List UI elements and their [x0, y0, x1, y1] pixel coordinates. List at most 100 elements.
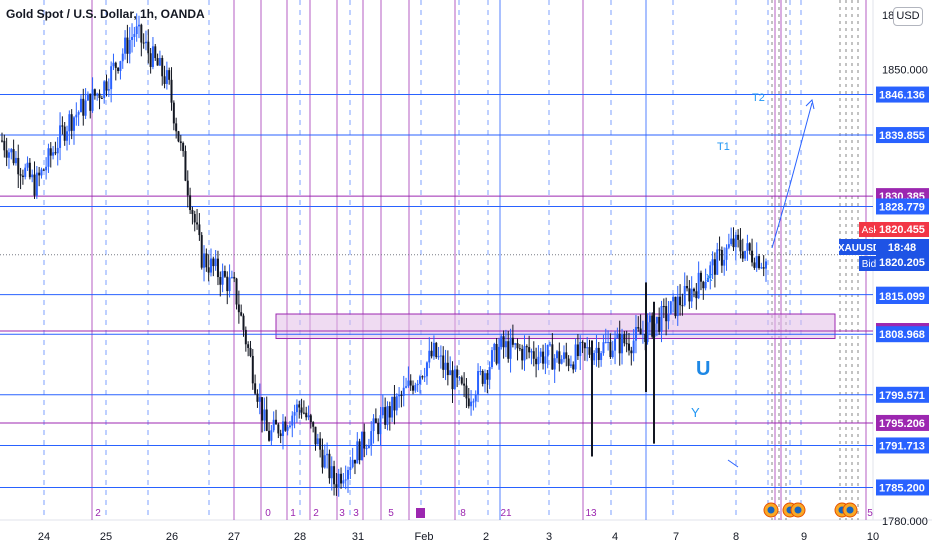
candle-body	[655, 316, 658, 324]
candle-body	[556, 351, 559, 359]
candle-body	[347, 470, 350, 480]
candle-body	[451, 370, 454, 390]
candle-body	[312, 422, 315, 427]
candle-body	[616, 333, 619, 338]
candle-body	[621, 334, 624, 354]
level-label: 1785.200	[879, 482, 925, 494]
candle-body	[453, 369, 456, 390]
candle-body	[704, 281, 707, 289]
arrow-head-icon	[805, 99, 815, 110]
candle-body	[658, 316, 661, 332]
candle-body	[193, 214, 196, 223]
time-tick: 7	[673, 531, 679, 543]
candle-body	[272, 419, 275, 431]
event-flag-center	[846, 506, 854, 514]
candle-body	[542, 351, 545, 364]
candle-body	[321, 449, 324, 468]
supply-zone	[275, 313, 836, 340]
candle-body	[460, 377, 463, 384]
candle-body	[124, 37, 127, 54]
candle-body	[216, 258, 219, 278]
time-tick: 31	[352, 531, 364, 543]
candle-body	[288, 425, 291, 428]
time-tick: 9	[801, 531, 807, 543]
candle-body	[333, 466, 336, 485]
candle-body	[66, 131, 69, 141]
level-label: 1795.206	[879, 418, 925, 430]
candle-body	[718, 249, 721, 251]
time-tick: 8	[733, 531, 739, 543]
candle-body	[625, 343, 628, 345]
zone-value-bg	[876, 289, 929, 304]
candle-body	[507, 341, 510, 359]
candle-body	[98, 93, 101, 98]
price-tick-partial: 18	[882, 10, 894, 22]
candle-body	[82, 98, 85, 116]
candle-body	[112, 62, 115, 67]
candle-body	[732, 238, 735, 248]
candle-body	[31, 174, 34, 178]
time-tick: 10	[867, 531, 879, 543]
candle-body	[251, 355, 254, 384]
candle-body	[586, 347, 589, 349]
ask-label: Ask	[862, 225, 880, 236]
candle-body	[706, 277, 709, 282]
time-tick: 25	[100, 531, 112, 543]
candle-body	[128, 39, 131, 54]
candle-body	[634, 327, 637, 341]
candle-body	[511, 337, 514, 345]
candle-body	[560, 359, 563, 364]
candle-body	[212, 258, 215, 267]
candle-body	[17, 157, 20, 175]
candle-body	[391, 396, 394, 418]
candle-body	[398, 394, 401, 397]
candle-body	[45, 166, 48, 171]
candle-body	[474, 394, 477, 402]
candle-body	[669, 301, 672, 315]
candle-body	[439, 355, 442, 357]
candle-body	[497, 346, 500, 364]
candle-body	[386, 406, 389, 425]
candle-body	[323, 455, 326, 468]
candle-body	[205, 253, 208, 268]
candle-body	[449, 370, 452, 376]
session-marker: 1	[290, 508, 296, 519]
candle-body	[279, 433, 282, 437]
candle-body	[158, 57, 161, 66]
symbol-label: XAUUSD	[838, 243, 880, 254]
candle-body	[49, 148, 52, 156]
candle-body	[384, 407, 387, 425]
candle-body	[744, 250, 747, 259]
candle-body	[688, 288, 691, 302]
candle-body	[119, 61, 122, 71]
currency-button[interactable]: USD	[893, 7, 923, 26]
candle-body	[263, 409, 266, 421]
candle-body	[286, 427, 289, 431]
candle-body	[107, 89, 110, 91]
candle-body	[546, 344, 549, 357]
candle-body	[307, 415, 310, 418]
event-flag-center	[767, 506, 775, 514]
candle-body	[330, 466, 333, 479]
level-label: 1839.855	[879, 130, 925, 142]
candle-body	[381, 407, 384, 416]
candle-body	[240, 312, 243, 316]
candle-body	[28, 162, 31, 178]
candle-body	[209, 258, 212, 273]
candle-body	[367, 445, 370, 449]
candle-body	[56, 147, 59, 154]
session-marker: 0	[265, 508, 271, 519]
symbol-tag	[839, 239, 879, 255]
time-tick: 28	[294, 531, 306, 543]
candle-body	[316, 438, 319, 445]
candle-body	[79, 98, 82, 113]
candle-body	[207, 267, 210, 273]
candle-body	[200, 235, 203, 268]
candle-body	[641, 333, 644, 335]
candle-body	[233, 276, 236, 279]
candle-body	[737, 234, 740, 240]
event-flag-center	[794, 506, 802, 514]
candle-body	[258, 397, 261, 402]
